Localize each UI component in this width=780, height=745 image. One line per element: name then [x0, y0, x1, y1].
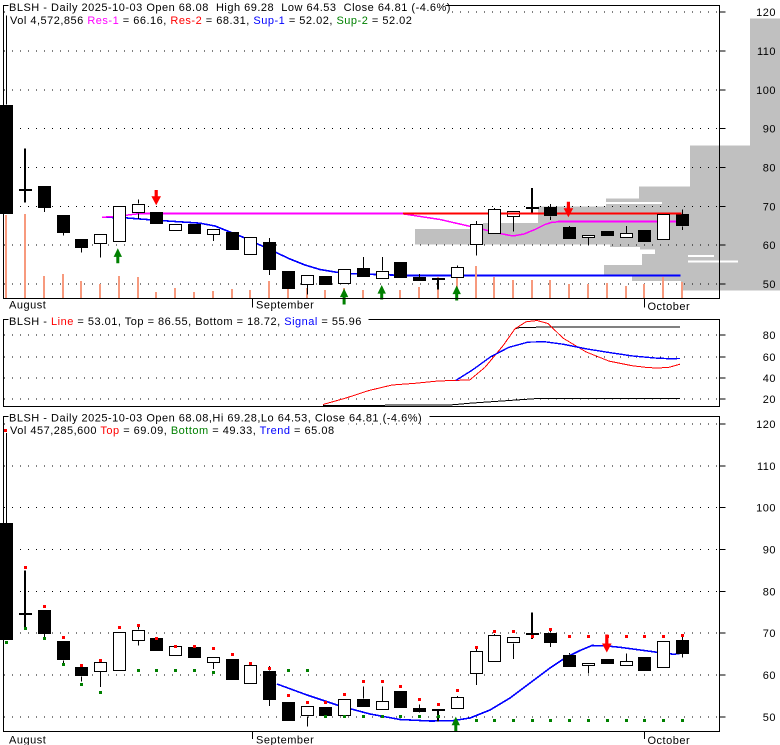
svg-text:40: 40 — [763, 373, 776, 385]
svg-text:Vol 4,572,856 Res-1 = 66.16, R: Vol 4,572,856 Res-1 = 66.16, Res-2 = 68.… — [10, 15, 412, 27]
svg-text:Vol 457,285,600 Top = 69.09, B: Vol 457,285,600 Top = 69.09, Bottom = 49… — [10, 425, 335, 437]
svg-text:100: 100 — [756, 503, 776, 515]
svg-text:August: August — [9, 300, 46, 312]
svg-text:August: August — [9, 735, 46, 745]
svg-text:20: 20 — [763, 394, 776, 406]
svg-text:110: 110 — [757, 46, 776, 58]
svg-text:60: 60 — [763, 352, 776, 364]
svg-text:BLSH - Daily 2025-10-03 Open 6: BLSH - Daily 2025-10-03 Open 68.08 High … — [9, 2, 451, 14]
svg-text:October: October — [648, 735, 691, 745]
svg-text:September: September — [256, 300, 314, 312]
svg-text:90: 90 — [763, 124, 776, 136]
svg-text:70: 70 — [763, 628, 776, 640]
svg-text:120: 120 — [756, 7, 776, 19]
svg-text:BLSH - Line = 53.01, Top = 86.: BLSH - Line = 53.01, Top = 86.55, Bottom… — [9, 316, 362, 328]
svg-text:100: 100 — [756, 85, 776, 97]
svg-text:50: 50 — [763, 279, 776, 291]
svg-text:80: 80 — [763, 586, 776, 598]
svg-text:October: October — [648, 301, 691, 313]
svg-text:120: 120 — [756, 419, 776, 431]
svg-text:50: 50 — [763, 712, 776, 724]
svg-text:80: 80 — [763, 330, 776, 342]
svg-text:90: 90 — [763, 545, 776, 557]
svg-text:September: September — [256, 735, 314, 745]
svg-text:70: 70 — [763, 201, 776, 213]
svg-text:60: 60 — [763, 670, 776, 682]
svg-text:80: 80 — [763, 163, 776, 175]
svg-text:BLSH - Daily 2025-10-03 Open 6: BLSH - Daily 2025-10-03 Open 68.08,Hi 69… — [9, 413, 422, 425]
svg-text:110: 110 — [757, 461, 776, 473]
svg-text:60: 60 — [763, 240, 776, 252]
